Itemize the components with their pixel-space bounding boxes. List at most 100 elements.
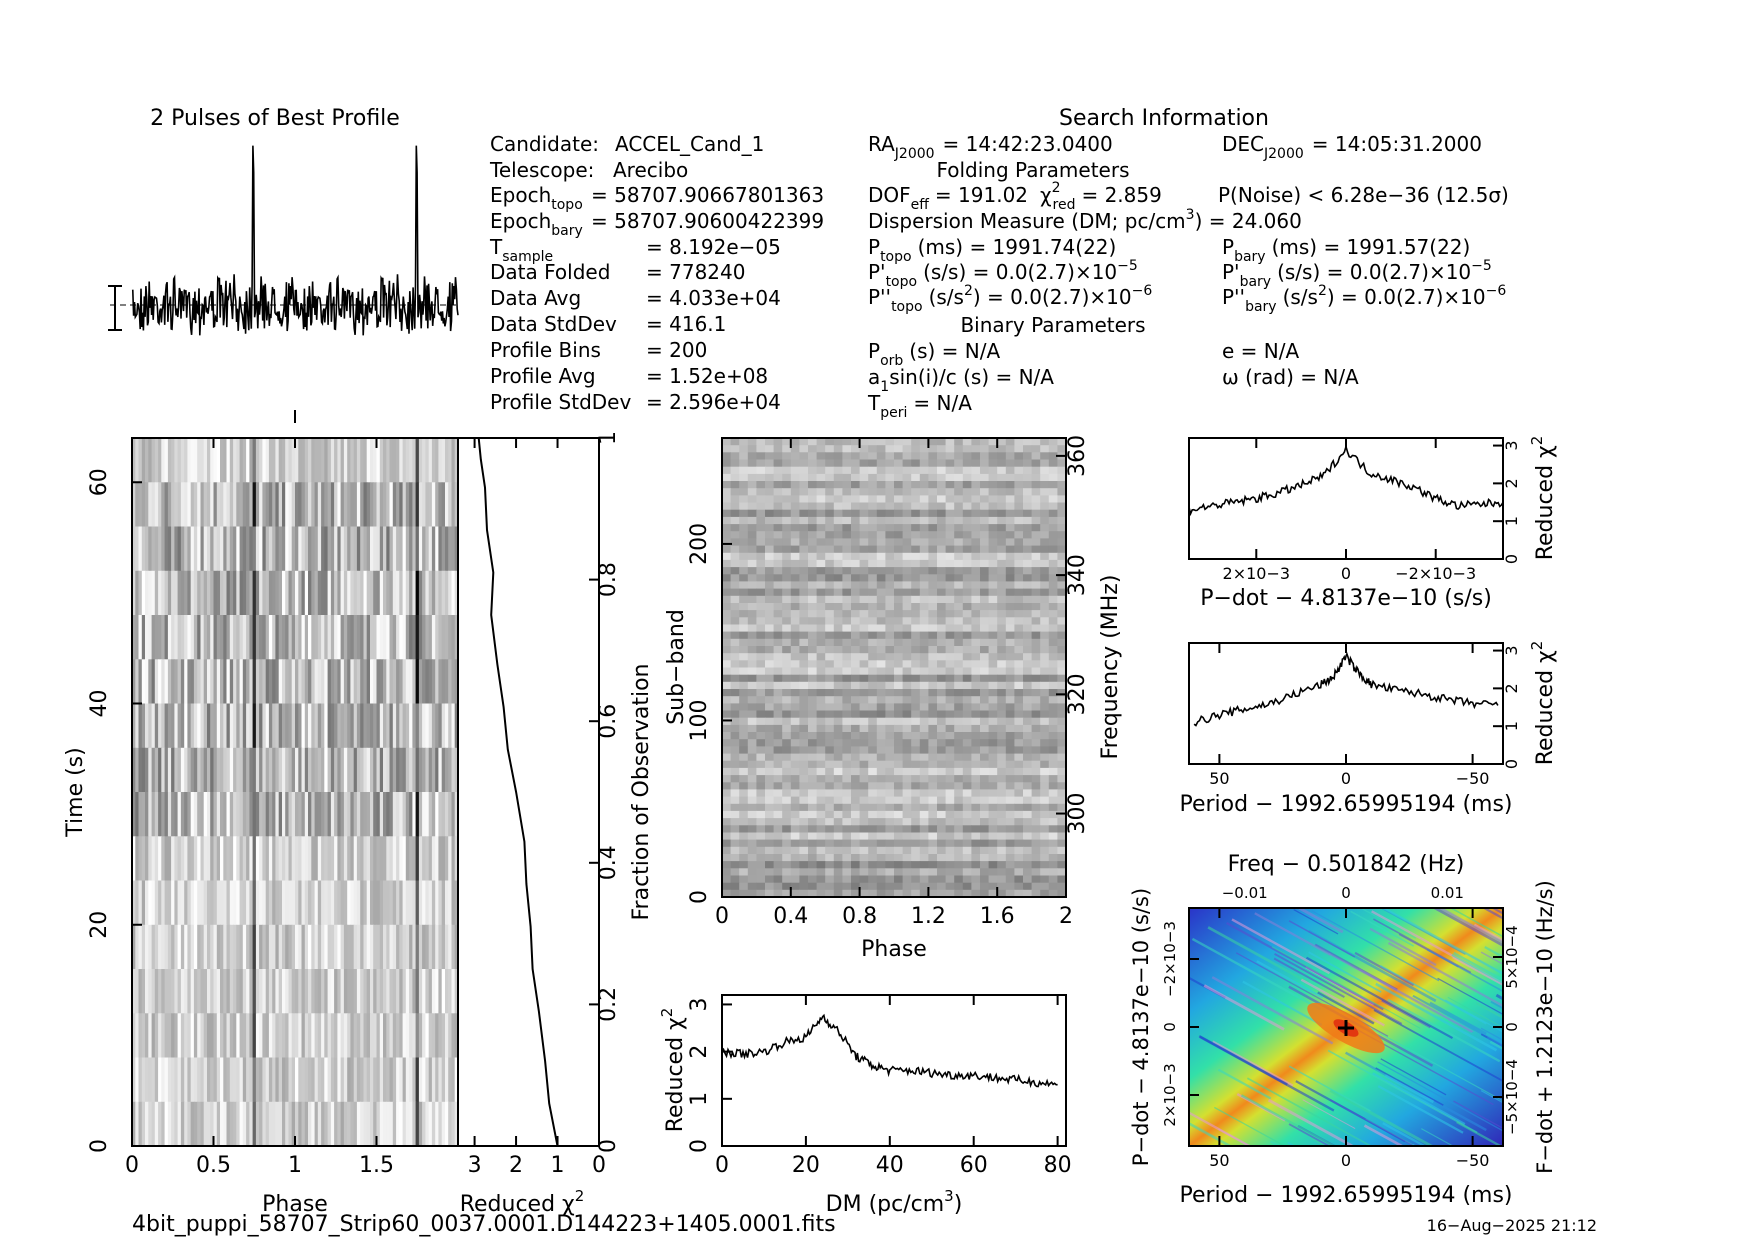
pixel (213, 1057, 218, 1103)
pixel (1014, 495, 1024, 504)
pixel (859, 581, 869, 590)
pixel (1023, 810, 1033, 819)
subband-phase-xlabel: Phase (861, 937, 927, 962)
pixel (971, 825, 981, 833)
pixel (383, 615, 387, 660)
pixel (1057, 732, 1067, 740)
pixel (236, 792, 241, 837)
pixel (902, 524, 912, 532)
pixel (405, 570, 410, 616)
pixel (954, 875, 964, 884)
pixel (773, 516, 783, 525)
pixel (441, 836, 446, 882)
pixel (259, 482, 263, 528)
pixel (376, 1013, 381, 1059)
pixel (816, 495, 826, 504)
pixel (765, 552, 775, 561)
map-streak (1288, 920, 1356, 958)
y-tick-label: 200 (687, 523, 712, 565)
pixel (376, 924, 381, 970)
pixel (894, 825, 904, 833)
pixel (790, 624, 800, 633)
pixel (448, 1101, 453, 1147)
pixel (184, 969, 189, 1014)
pixel (180, 1101, 185, 1147)
pixel (902, 739, 912, 747)
pixel (747, 610, 757, 618)
pixel (207, 615, 211, 660)
pixel (223, 792, 228, 837)
pixel (233, 615, 237, 660)
pixel (255, 1013, 260, 1059)
pixel (894, 846, 904, 855)
pixel (747, 724, 757, 733)
pixel (1005, 746, 1015, 755)
pixel (1040, 732, 1050, 740)
pixel (327, 570, 332, 616)
pixel (363, 924, 368, 970)
pixel (350, 880, 355, 926)
pixel (418, 836, 423, 882)
pixel (282, 526, 286, 572)
pixel (330, 570, 335, 616)
pixel (851, 473, 861, 482)
pixel (945, 868, 955, 876)
pixel (833, 825, 843, 833)
pixel (1005, 552, 1015, 561)
pixel (1005, 459, 1015, 468)
pixel (1023, 595, 1033, 604)
pixel (1057, 839, 1067, 848)
pixel (782, 889, 792, 898)
pixel (272, 924, 277, 970)
pixel (252, 880, 257, 926)
pixel (1023, 796, 1033, 805)
pixel (278, 924, 283, 970)
pixel (902, 646, 912, 654)
pixel (1014, 509, 1024, 518)
pixel (255, 880, 260, 926)
pixel (252, 438, 257, 483)
pixel (988, 538, 998, 547)
pixel (422, 792, 426, 837)
pixel (366, 836, 371, 882)
pddot-bary: P''bary (s/s2) = 0.0(2.7)×10−6 (1222, 283, 1506, 315)
pixel (1031, 638, 1041, 647)
pixel (184, 526, 189, 572)
pixel (1057, 552, 1067, 561)
pixel (911, 452, 921, 460)
pixel (396, 438, 400, 483)
map-streak (1490, 1000, 1503, 1010)
pixel (954, 839, 964, 848)
pixel (1023, 502, 1033, 511)
pixel (808, 832, 818, 841)
pixel (441, 747, 446, 793)
pixel (304, 438, 309, 483)
pixel (937, 803, 947, 812)
pixel (876, 696, 886, 704)
pixel (859, 466, 869, 475)
pixel (1040, 746, 1050, 755)
pixel (997, 810, 1007, 819)
pixel (220, 1101, 224, 1147)
pixel (842, 603, 852, 611)
pixel (197, 1013, 202, 1059)
pixel (962, 502, 972, 511)
map-streak (1226, 922, 1384, 1011)
pixel (842, 717, 852, 726)
pixel (868, 531, 878, 539)
pixel (816, 689, 826, 697)
pixel (747, 516, 757, 525)
pixel (980, 624, 990, 633)
pixel (773, 545, 783, 554)
pixel (756, 889, 766, 898)
pixel (428, 880, 433, 926)
pixel (223, 438, 228, 483)
pixel (799, 552, 809, 561)
pixel (1023, 667, 1033, 676)
pixel (980, 710, 990, 719)
pixel (370, 659, 374, 705)
pixel (919, 495, 929, 504)
pixel (773, 473, 783, 482)
pixel (782, 481, 792, 489)
pixel (876, 545, 886, 554)
